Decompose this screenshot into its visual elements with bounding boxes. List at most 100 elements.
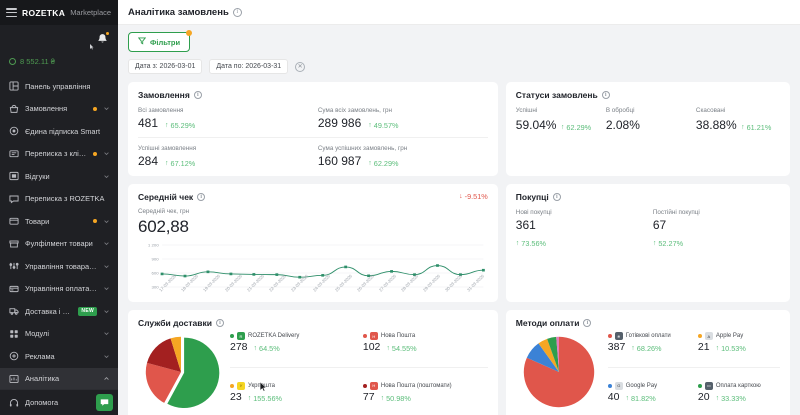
- sidebar-item-chat-rozetka[interactable]: Переписка з ROZETKA: [0, 188, 118, 211]
- kpi-delta: ↑ 62.29%: [368, 159, 399, 168]
- sidebar-item-delivery[interactable]: Доставка і оплата NEW: [0, 300, 118, 323]
- page-topbar: Аналітика замовлень i: [118, 0, 800, 25]
- sidebar-item-manage-payments[interactable]: Управління оплатами: [0, 278, 118, 301]
- pie-slice[interactable]: [145, 362, 181, 403]
- chevron-down-icon[interactable]: [103, 330, 110, 337]
- sidebar-item-modules[interactable]: Модулі: [0, 323, 118, 346]
- average-check-header: Середній чек i ↓ -9.51%: [138, 192, 488, 202]
- sidebar-item-fulfilment[interactable]: Фулфілмент товари: [0, 233, 118, 256]
- pie-slice[interactable]: [167, 337, 220, 408]
- legend-item[interactable]: G Google Pay 40 ↑ 81.82%: [607, 378, 690, 412]
- legend-item[interactable]: Н Нова Пошта (поштомати) 77 ↑ 50.98%: [362, 378, 488, 412]
- chevron-up-icon[interactable]: [103, 375, 110, 382]
- sidebar-balance[interactable]: 8 552.11 ₴: [0, 53, 118, 75]
- sidebar-item-smart[interactable]: Єдина підписка Smart: [0, 120, 118, 143]
- pie-slice[interactable]: [170, 336, 181, 372]
- pie-slice[interactable]: [538, 338, 559, 372]
- chat-support-button[interactable]: [96, 394, 113, 411]
- sidebar-item-analytics[interactable]: Аналітика: [0, 367, 118, 389]
- kpi-status-processing: В обробці 2.08%: [606, 100, 690, 134]
- buyers-kpis: Нові покупці 361 ↑ 73.56% Постійні покупц…: [516, 202, 780, 250]
- chevron-down-icon[interactable]: [103, 263, 110, 270]
- average-check-card: Середній чек i ↓ -9.51% Середній чек, гр…: [128, 184, 498, 302]
- legend-delta: ↑ 50.98%: [380, 393, 411, 403]
- card-title: Служби доставки i: [138, 318, 488, 328]
- sidebar-item-goods[interactable]: Товари: [0, 210, 118, 233]
- pie-slice[interactable]: [146, 338, 181, 372]
- legend-value: 21: [697, 341, 710, 353]
- info-icon[interactable]: i: [197, 193, 206, 201]
- legend-item[interactable]: R ROZETKA Delivery 278 ↑ 64.5%: [230, 328, 355, 362]
- pie-slice[interactable]: [546, 336, 559, 372]
- sidebar-item-ads[interactable]: Реклама: [0, 345, 118, 368]
- info-icon[interactable]: i: [601, 91, 610, 99]
- average-check-value: 602,88: [138, 217, 189, 236]
- clear-filters-icon[interactable]: ✕: [295, 61, 306, 72]
- chevron-down-icon[interactable]: [103, 353, 110, 360]
- chevron-down-icon[interactable]: [103, 105, 110, 112]
- legend-item[interactable]: A Apple Pay 21 ↑ 10.53%: [697, 328, 780, 362]
- chevron-down-icon[interactable]: [103, 173, 110, 180]
- sidebar-logo[interactable]: ROZETKA Marketplace: [0, 0, 118, 25]
- statuses-kpis: Успішні 59.04% ↑ 62.29% В обробці 2.08%: [516, 100, 780, 134]
- legend-label: Нова Пошта (поштомати): [380, 382, 452, 389]
- kpi-regular-buyers: Постійні покупці 67 ↑ 52.27%: [653, 202, 780, 250]
- sidebar-label: Єдина підписка Smart: [25, 126, 101, 136]
- kpi-divider: [138, 137, 488, 138]
- legend-item[interactable]: ₴ Готівкові оплати 387 ↑ 68.26%: [607, 328, 690, 362]
- legend-item[interactable]: ▭ Оплата карткою 20 ↑ 33.33%: [697, 378, 780, 412]
- legend-item[interactable]: Н Нова Пошта 102 ↑ 54.55%: [362, 328, 488, 362]
- chip-date-from[interactable]: Дата з: 2026-03-01: [128, 59, 203, 74]
- legend-item[interactable]: У Укрпошта 23 ↑155.56%: [230, 378, 355, 412]
- legend-dot: [607, 334, 612, 338]
- sidebar-item-dashboard[interactable]: Панель управління: [0, 75, 118, 98]
- info-icon[interactable]: i: [193, 91, 202, 99]
- filters-button[interactable]: Фільтри: [128, 30, 193, 52]
- legend-dot: [362, 383, 367, 388]
- kpi-label: Всі замовлення: [138, 107, 184, 114]
- sidebar-label: Модулі: [25, 329, 49, 339]
- chevron-down-icon[interactable]: [103, 240, 110, 247]
- info-icon[interactable]: i: [232, 7, 242, 17]
- buyers-card-title: Покупці: [515, 192, 549, 202]
- legend-label: Нова Пошта: [380, 333, 416, 339]
- orders-kpis: Всі замовлення 481 ↑ 65.29% Сума всіх зам…: [138, 100, 488, 168]
- kpi-status-cancelled: Скасовані 38.88% ↑ 61.21%: [696, 100, 780, 134]
- payment-legend: ₴ Готівкові оплати 387 ↑ 68.26% A: [607, 328, 780, 412]
- pie-slice[interactable]: [526, 343, 559, 372]
- chevron-down-icon[interactable]: [103, 308, 110, 315]
- legend-delta: ↑ 64.5%: [253, 344, 280, 353]
- card-title: Статуси замовлень i: [516, 90, 780, 100]
- legend-label: ROZETKA Delivery: [248, 333, 300, 339]
- goods-icon: [8, 216, 19, 227]
- brand-suffix: Marketplace: [70, 8, 112, 17]
- hamburger-icon[interactable]: [6, 8, 17, 17]
- sidebar-item-orders[interactable]: Замовлення: [0, 98, 118, 121]
- notifications-bell-icon[interactable]: [97, 31, 110, 45]
- pie-slice[interactable]: [555, 336, 559, 372]
- info-icon[interactable]: i: [552, 193, 561, 201]
- kpi-value: 160 987: [317, 154, 362, 168]
- sidebar-item-reviews[interactable]: Відгуки: [0, 165, 118, 188]
- svg-text:600: 600: [151, 271, 159, 276]
- arrow-up-icon: ↑: [741, 124, 745, 131]
- chevron-down-icon[interactable]: [103, 150, 110, 157]
- kpi-label: Постійні покупці: [652, 209, 700, 216]
- average-check-delta: ↓ -9.51%: [459, 192, 488, 201]
- card-title: Методи оплати i: [516, 318, 780, 328]
- rozetka-delivery-icon: R: [237, 332, 245, 340]
- info-icon[interactable]: i: [215, 319, 224, 327]
- chevron-down-icon[interactable]: [103, 218, 110, 225]
- chip-date-to[interactable]: Дата по: 2026-03-31: [209, 59, 289, 74]
- sidebar-item-manage-goods[interactable]: Управління товарами: [0, 255, 118, 278]
- kpi-label: В обробці: [605, 107, 635, 114]
- smart-icon: [8, 126, 19, 137]
- chevron-down-icon[interactable]: [103, 285, 110, 292]
- sidebar-help[interactable]: Допомога: [0, 389, 118, 415]
- sidebar-label: Панель управління: [25, 81, 91, 91]
- legend-value: 23: [230, 390, 242, 403]
- sidebar-item-chat-clients[interactable]: Переписка з клієнтами: [0, 143, 118, 166]
- info-icon[interactable]: i: [583, 319, 592, 327]
- filter-toolbar: Фільтри: [118, 25, 800, 52]
- kpi-label: Успішні замовлення: [138, 145, 197, 152]
